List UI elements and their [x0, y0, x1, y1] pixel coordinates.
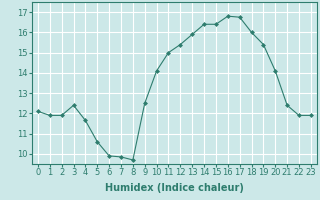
- X-axis label: Humidex (Indice chaleur): Humidex (Indice chaleur): [105, 183, 244, 193]
